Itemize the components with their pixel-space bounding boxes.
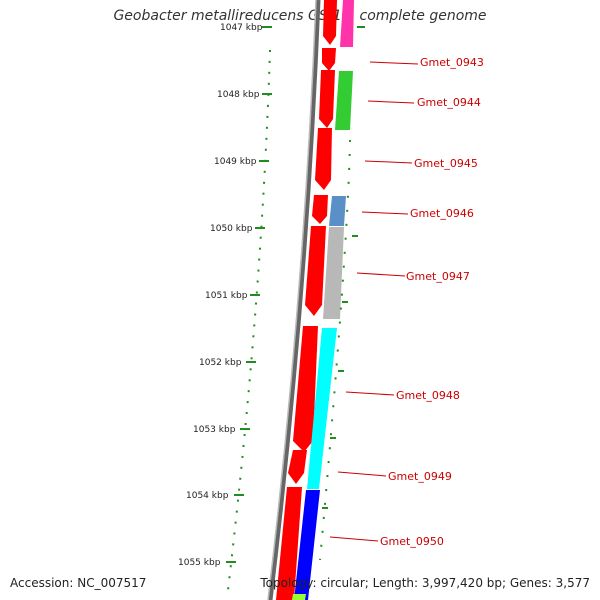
reverse-strand xyxy=(292,0,354,600)
gene-block[interactable] xyxy=(335,71,353,130)
gene-arrow[interactable] xyxy=(276,487,302,600)
kbp-label: 1053 kbp xyxy=(193,425,236,435)
gene-label[interactable]: Gmet_0945 xyxy=(414,157,478,170)
kbp-label: 1054 kbp xyxy=(186,491,229,501)
gene-arrow[interactable] xyxy=(312,195,328,224)
kbp-label: 1051 kbp xyxy=(205,291,248,301)
gene-block[interactable] xyxy=(307,328,337,489)
gene-arrow[interactable] xyxy=(293,326,318,452)
gene-arrow[interactable] xyxy=(322,48,336,71)
gene-arrow[interactable] xyxy=(323,0,337,45)
kbp-label: 1049 kbp xyxy=(214,157,257,167)
ruler xyxy=(226,26,272,591)
gene-arrow[interactable] xyxy=(315,128,332,190)
gene-label[interactable]: Gmet_0944 xyxy=(417,96,481,109)
gene-label[interactable]: Gmet_0949 xyxy=(388,470,452,483)
kbp-label: 1047 kbp xyxy=(220,23,263,33)
gene-label[interactable]: Gmet_0946 xyxy=(410,207,474,220)
gene-block[interactable] xyxy=(323,227,344,319)
gene-block[interactable] xyxy=(292,594,306,600)
gene-arrow[interactable] xyxy=(319,70,335,128)
accession-text: Accession: NC_007517 xyxy=(10,576,147,590)
gene-arrow[interactable] xyxy=(305,226,326,316)
kbp-label: 1055 kbp xyxy=(178,558,221,568)
forward-strand xyxy=(276,0,337,600)
topology-text: Topology: circular; Length: 3,997,420 bp… xyxy=(260,576,590,590)
kbp-label: 1052 kbp xyxy=(199,358,242,368)
gene-label[interactable]: Gmet_0943 xyxy=(420,56,484,69)
gene-label[interactable]: Gmet_0948 xyxy=(396,389,460,402)
kbp-label: 1048 kbp xyxy=(217,90,260,100)
gene-block[interactable] xyxy=(294,490,320,600)
kbp-label: 1050 kbp xyxy=(210,224,253,234)
gene-label[interactable]: Gmet_0950 xyxy=(380,535,444,548)
backbone xyxy=(267,0,321,600)
gene-block[interactable] xyxy=(329,196,346,226)
map-title: Geobacter metallireducens GS-15, complet… xyxy=(113,8,487,24)
gene-block[interactable] xyxy=(340,0,354,47)
gene-arrow[interactable] xyxy=(288,450,307,484)
gene-label[interactable]: Gmet_0947 xyxy=(406,270,470,283)
